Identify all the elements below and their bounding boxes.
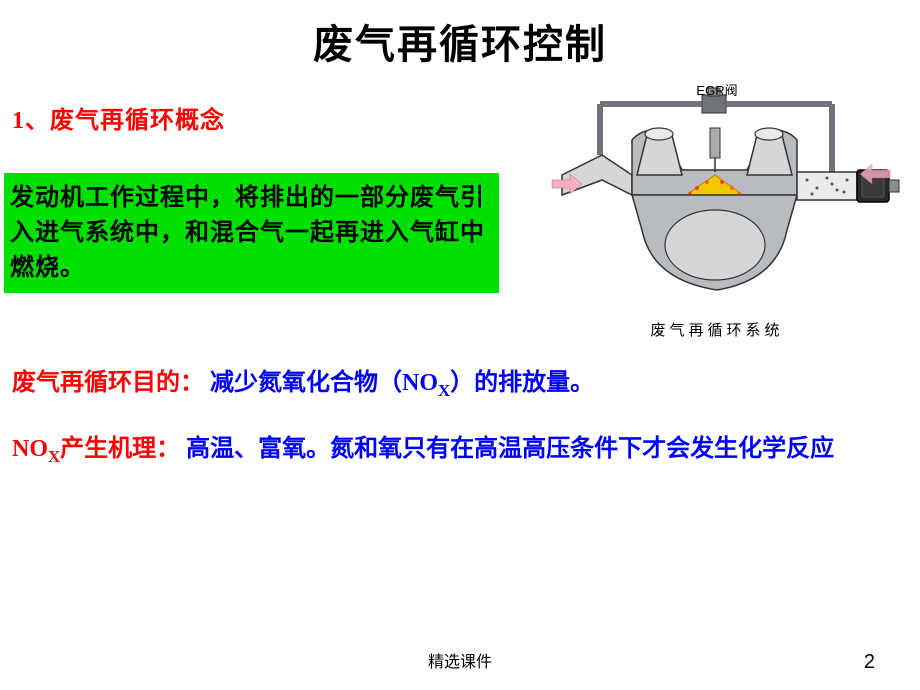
purpose-line: 废气再循环目的： 减少氮氧化合物（NOX）的排放量。 bbox=[12, 365, 920, 403]
engine-diagram-svg bbox=[532, 80, 902, 320]
purpose-content: 减少氮氧化合物（NOX）的排放量。 bbox=[210, 370, 594, 396]
mechanism-label: NOX产生机理： bbox=[12, 436, 180, 462]
footer-text: 精选课件 bbox=[428, 648, 492, 672]
egr-valve-label: EGR阀 bbox=[696, 80, 737, 99]
page-title: 废气再循环控制 bbox=[0, 0, 920, 70]
page-number: 2 bbox=[864, 651, 875, 674]
diagram-caption: 废气再循环系统 bbox=[650, 319, 783, 340]
egr-system-diagram: EGR阀 bbox=[532, 80, 902, 340]
mechanism-line: NOX产生机理： 高温、富氧。氮和氧只有在高温高压条件下才会发生化学反应 bbox=[12, 431, 892, 469]
concept-description-box: 发动机工作过程中，将排出的一部分废气引入进气系统中，和混合气一起再进入气缸中燃烧… bbox=[4, 173, 499, 293]
mechanism-content: 高温、富氧。氮和氧只有在高温高压条件下才会发生化学反应 bbox=[186, 436, 834, 462]
purpose-label: 废气再循环目的： bbox=[12, 370, 204, 396]
